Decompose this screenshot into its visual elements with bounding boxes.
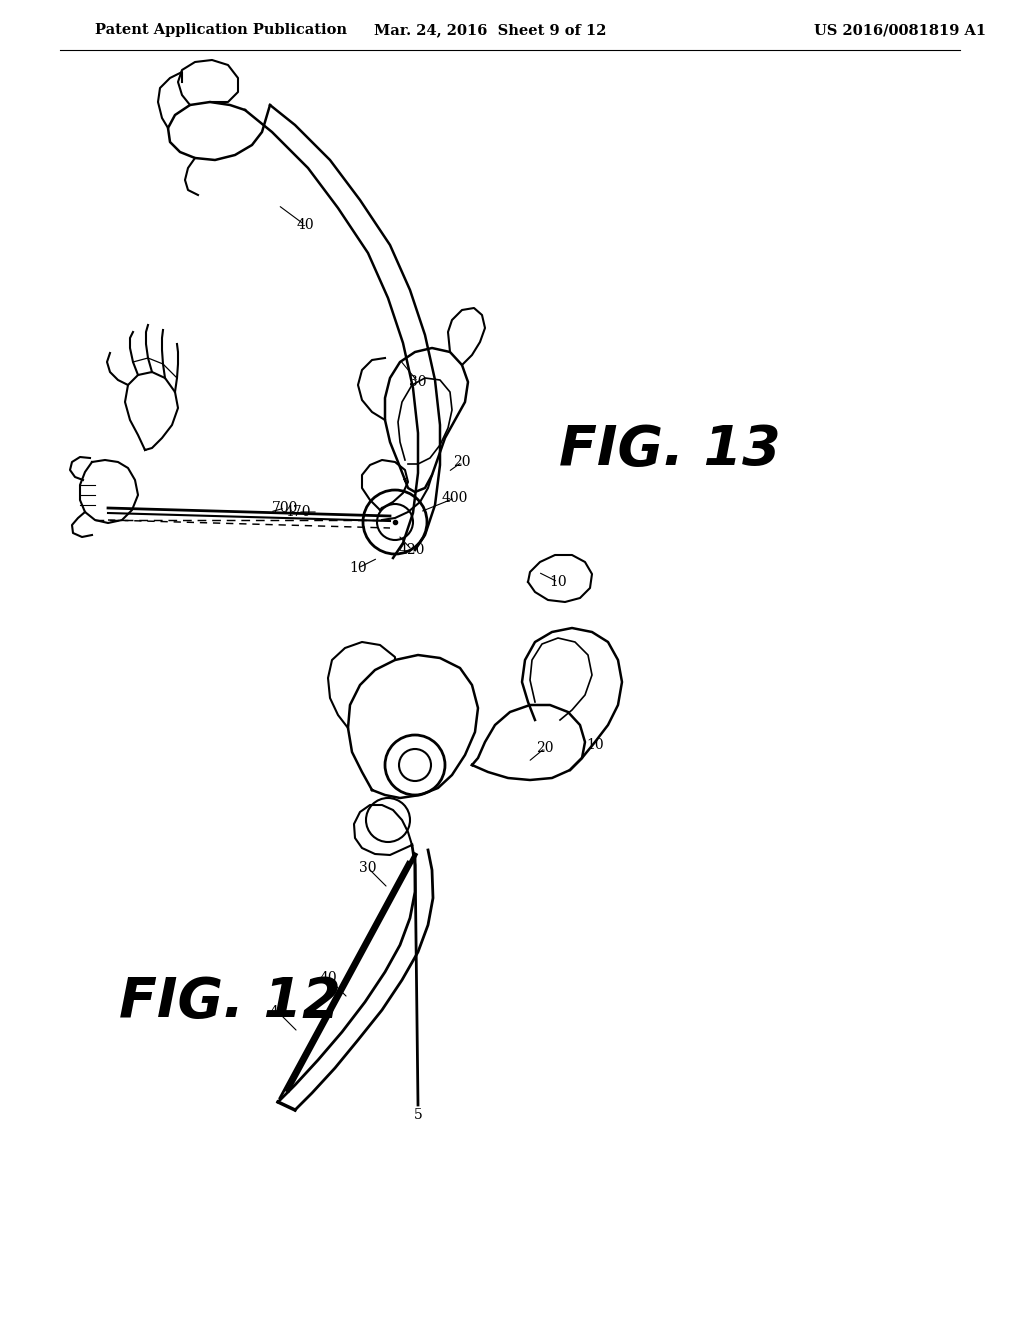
Text: Mar. 24, 2016  Sheet 9 of 12: Mar. 24, 2016 Sheet 9 of 12 <box>374 22 606 37</box>
Text: 700: 700 <box>271 502 298 515</box>
Text: 5: 5 <box>414 1107 422 1122</box>
Text: 30: 30 <box>359 861 377 875</box>
Text: 20: 20 <box>537 741 554 755</box>
Text: 20: 20 <box>454 455 471 469</box>
Text: 41: 41 <box>269 1005 287 1019</box>
Text: US 2016/0081819 A1: US 2016/0081819 A1 <box>814 22 986 37</box>
Text: 400: 400 <box>441 491 468 506</box>
Text: 420: 420 <box>398 543 425 557</box>
Text: 10: 10 <box>349 561 367 576</box>
Text: 40: 40 <box>319 972 337 985</box>
Text: 10: 10 <box>586 738 604 752</box>
Text: 10: 10 <box>549 576 567 589</box>
Text: 30: 30 <box>410 375 427 389</box>
Text: 470: 470 <box>285 506 311 519</box>
Text: 40: 40 <box>296 218 313 232</box>
Text: Patent Application Publication: Patent Application Publication <box>95 22 347 37</box>
Text: FIG. 13: FIG. 13 <box>559 422 781 477</box>
Text: FIG. 12: FIG. 12 <box>119 975 341 1030</box>
